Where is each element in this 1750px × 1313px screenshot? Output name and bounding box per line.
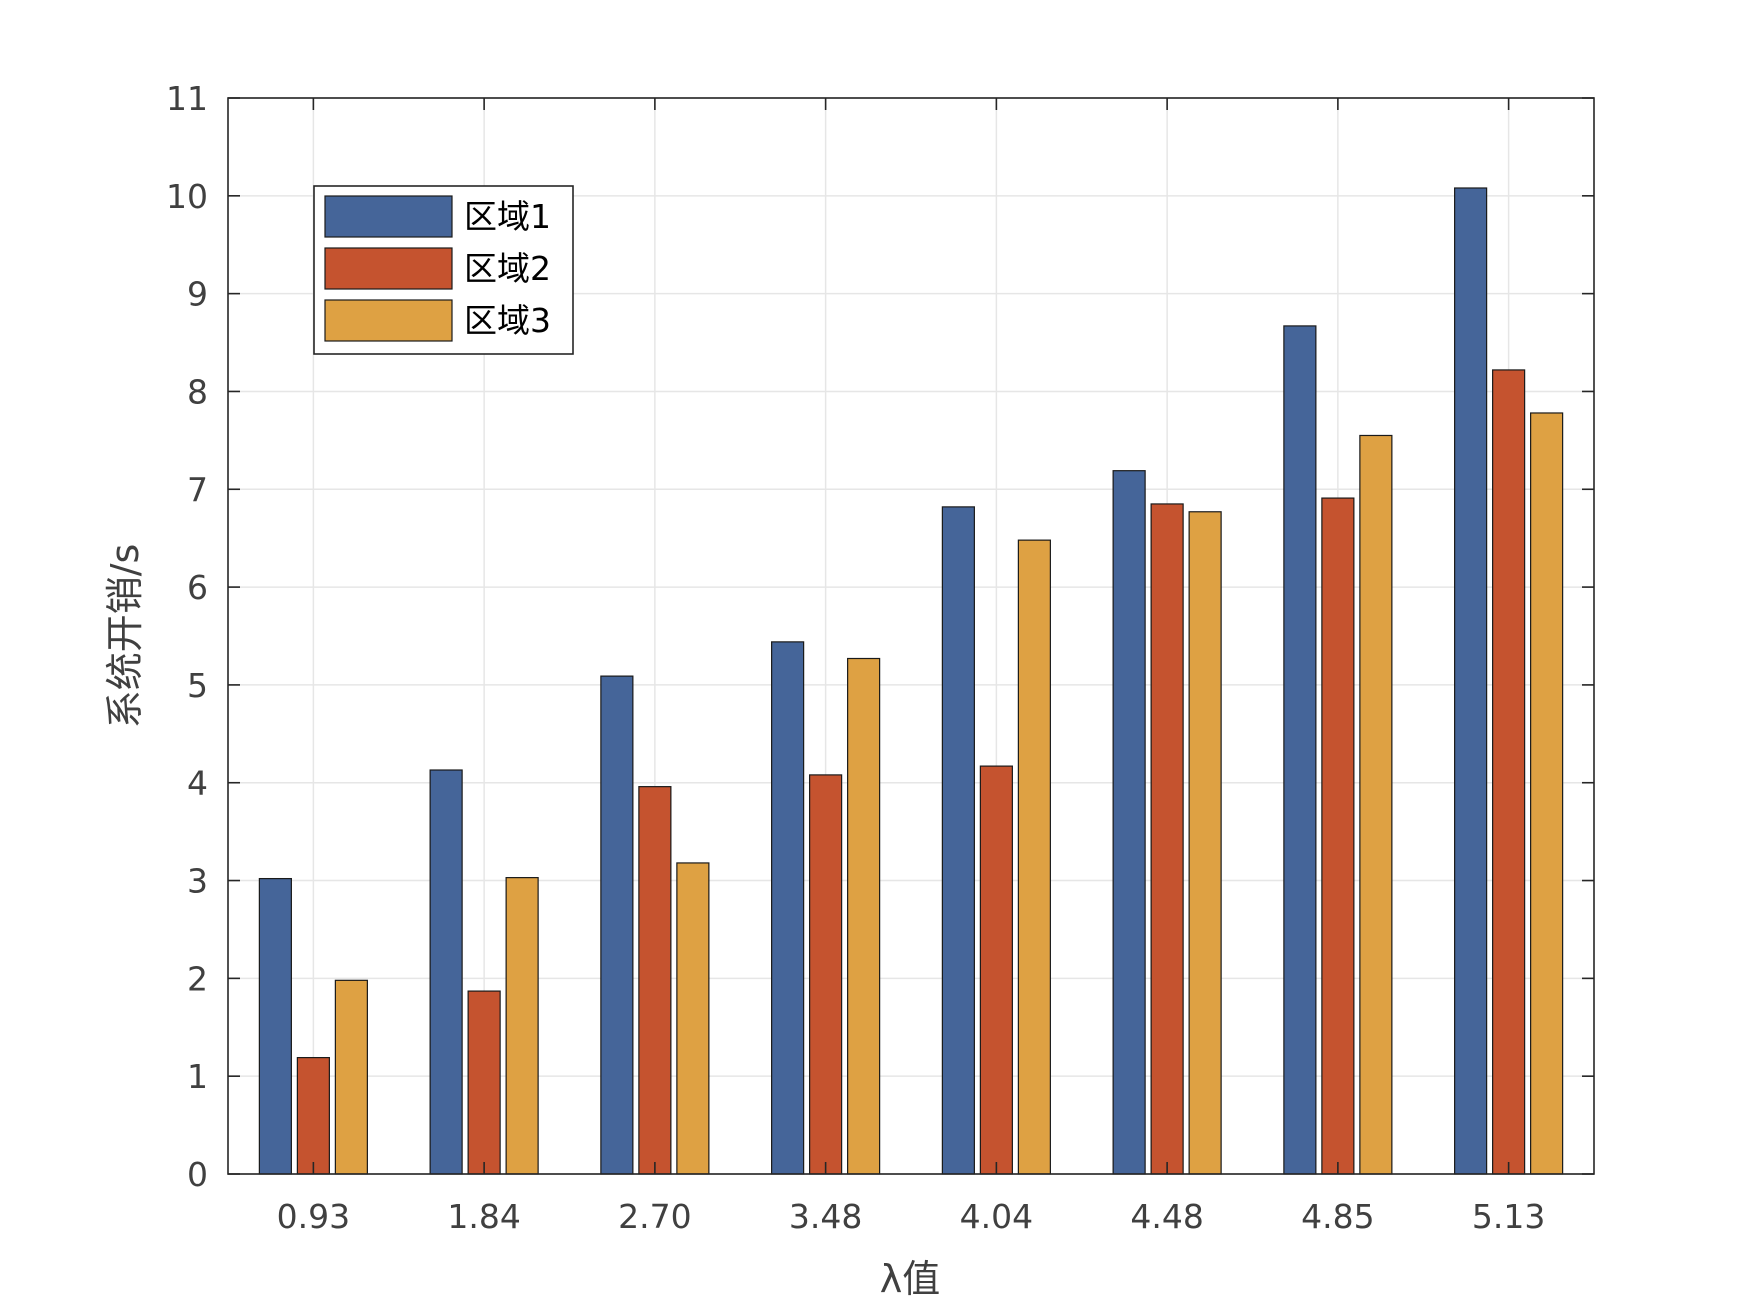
bar	[1454, 187, 1488, 1175]
bar	[1321, 497, 1355, 1175]
legend-label: 区域3	[464, 301, 551, 340]
legend-label: 区域1	[464, 197, 551, 236]
y-tick-label: 3	[187, 862, 208, 901]
x-tick-label: 4.48	[1130, 1197, 1203, 1236]
bar	[676, 862, 710, 1175]
y-axis-label: 系统开销/s	[103, 544, 147, 729]
y-tick-label: 9	[187, 275, 208, 314]
bar	[1359, 434, 1393, 1175]
bar	[941, 506, 975, 1175]
y-tick-label: 0	[187, 1155, 208, 1194]
y-tick-label: 2	[187, 959, 208, 998]
legend-swatch	[324, 299, 453, 342]
y-tick-label: 4	[187, 764, 208, 803]
x-tick-label: 0.93	[277, 1197, 350, 1236]
bar	[600, 675, 634, 1175]
x-tick-label: 5.13	[1472, 1197, 1545, 1236]
x-tick-label: 2.70	[618, 1197, 691, 1236]
bar	[258, 877, 292, 1175]
plot-frame	[227, 97, 1595, 1175]
legend-label: 区域2	[464, 249, 551, 288]
bars-group	[258, 187, 1564, 1175]
bar	[1112, 470, 1146, 1175]
x-tick-labels: 0.93 1.84 2.70 3.48 4.04 4.48 4.85 5.13	[277, 1197, 1546, 1236]
bar	[1492, 369, 1526, 1175]
bar	[1530, 412, 1564, 1175]
bar	[334, 979, 368, 1175]
bar	[809, 774, 843, 1175]
bar	[638, 786, 672, 1175]
legend-swatch	[324, 247, 453, 290]
bar	[429, 769, 463, 1175]
y-tick-labels: 0 1 2 3 4 5 6 7 8 9 10 11	[166, 79, 208, 1194]
bar	[1283, 325, 1317, 1175]
bar	[771, 641, 805, 1175]
bar	[467, 990, 501, 1175]
x-tick-label: 4.04	[960, 1197, 1033, 1236]
y-tick-label: 10	[166, 177, 208, 216]
y-tick-label: 5	[187, 666, 208, 705]
bar	[296, 1056, 330, 1175]
x-tick-label: 1.84	[447, 1197, 520, 1236]
x-tick-label: 4.85	[1301, 1197, 1374, 1236]
x-tick-label: 3.48	[789, 1197, 862, 1236]
legend-swatch	[324, 195, 453, 238]
y-tick-label: 8	[187, 372, 208, 411]
bar	[505, 877, 539, 1175]
y-tick-label: 7	[187, 470, 208, 509]
bar	[1150, 503, 1184, 1175]
bar	[979, 765, 1013, 1175]
axis-ticks	[228, 97, 1594, 1175]
x-axis-label: λ值	[880, 1257, 941, 1301]
bar	[1017, 539, 1051, 1175]
bar	[847, 657, 881, 1175]
y-tick-label: 1	[187, 1057, 208, 1096]
legend: 区域1 区域2 区域3	[313, 185, 574, 355]
bar	[1188, 511, 1222, 1175]
y-tick-label: 11	[166, 79, 208, 118]
y-tick-label: 6	[187, 568, 208, 607]
